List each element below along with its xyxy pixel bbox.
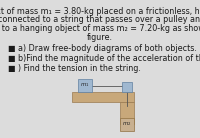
Text: figure.: figure. xyxy=(87,33,113,42)
Bar xyxy=(120,118,134,131)
Text: ■ ) Find the tension in the string.: ■ ) Find the tension in the string. xyxy=(8,64,141,73)
Text: ■ a) Draw free-body diagrams of both objects.: ■ a) Draw free-body diagrams of both obj… xyxy=(8,44,197,53)
Text: $m_1$: $m_1$ xyxy=(80,82,90,89)
Text: An object of mass m₁ = 3.80-kg placed on a frictionless, horizontal: An object of mass m₁ = 3.80-kg placed on… xyxy=(0,7,200,16)
Text: fastened to a hanging object of mass m₂ = 7.20-kg as shown in the: fastened to a hanging object of mass m₂ … xyxy=(0,24,200,33)
Bar xyxy=(122,82,132,92)
Text: ■ b)Find the magnitude of the acceleration of the objects.: ■ b)Find the magnitude of the accelerati… xyxy=(8,54,200,63)
Bar xyxy=(120,102,134,124)
Bar xyxy=(72,92,134,102)
Bar xyxy=(78,79,92,92)
Text: table is connected to a string that passes over a pulley and then is: table is connected to a string that pass… xyxy=(0,15,200,25)
Text: $m_2$: $m_2$ xyxy=(122,121,132,128)
